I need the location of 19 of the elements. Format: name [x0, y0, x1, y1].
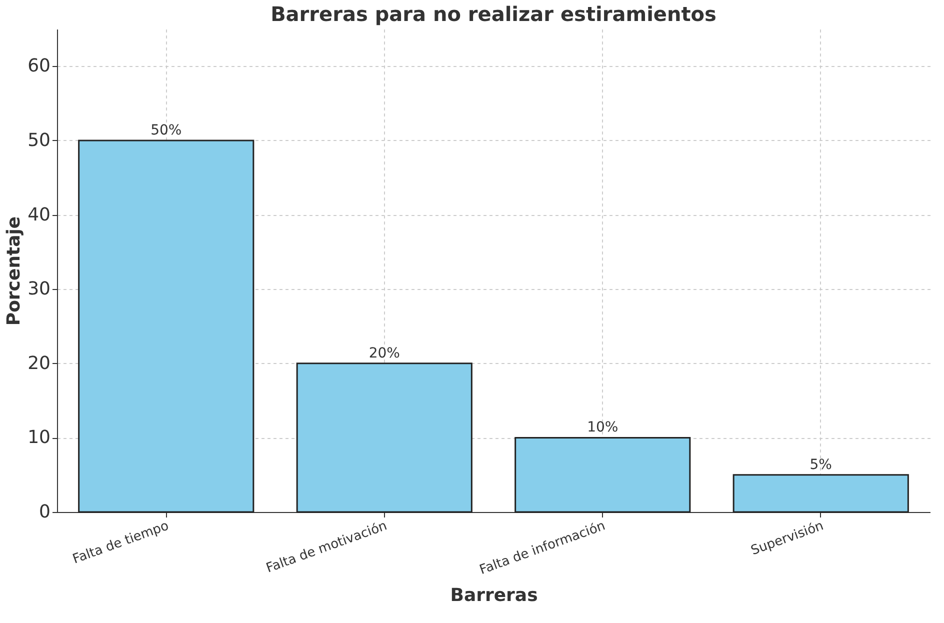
x-tick-label: Falta de tiempo — [70, 518, 171, 568]
data-label: 20% — [368, 345, 400, 362]
y-tick-label: 10 — [28, 427, 50, 448]
data-label: 10% — [587, 420, 618, 436]
y-tick-label: 30 — [28, 278, 50, 300]
chart-title: Barreras para no realizar estiramientos — [270, 2, 716, 26]
bar — [732, 474, 909, 513]
y-tick-label: 50 — [28, 130, 50, 151]
y-tick-label: 0 — [39, 502, 50, 522]
data-label: 5% — [810, 456, 832, 473]
y-tick-label: 60 — [28, 56, 50, 77]
y-tick-label: 40 — [28, 204, 50, 226]
data-label: 50% — [150, 122, 182, 138]
bar — [296, 362, 472, 513]
x-axis-title: Barreras — [450, 585, 538, 606]
y-tick-label: 20 — [28, 352, 50, 374]
bar — [514, 436, 691, 513]
y-axis-title: Porcentaje — [4, 216, 25, 326]
bar — [78, 140, 254, 513]
